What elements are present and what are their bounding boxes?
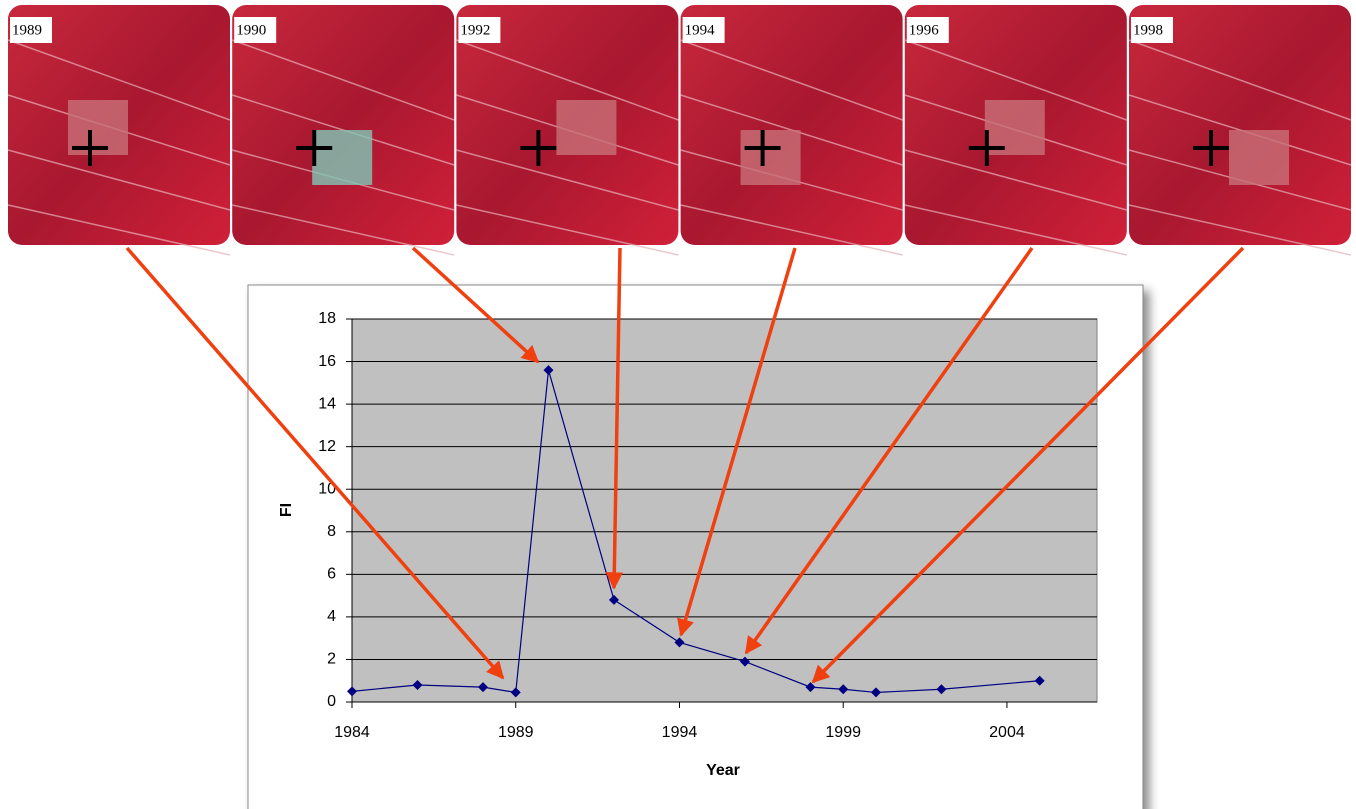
arrow — [811, 246, 1245, 684]
x-tick-label: 1984 — [334, 724, 370, 741]
x-tick-label: 1999 — [825, 724, 861, 741]
field-boundary — [904, 39, 1128, 121]
data-point — [805, 682, 816, 693]
data-point — [347, 686, 357, 697]
x-tick-label: 1994 — [662, 724, 698, 741]
field-boundary — [7, 39, 231, 121]
label-bg — [234, 17, 277, 43]
image-label: 1996 — [909, 22, 940, 38]
data-point — [608, 594, 619, 605]
data-point — [477, 682, 488, 693]
field-patch — [740, 130, 801, 185]
field-boundary — [680, 204, 903, 256]
field-boundary — [456, 149, 679, 211]
data-point — [739, 656, 750, 667]
chart: 0 2 4 6 8 10 12 14 16 18 1984 1989 1994 1999 2004 — [318, 310, 1098, 741]
field-boundary — [231, 39, 455, 121]
field-patch — [68, 100, 128, 155]
y-axis-label: FI — [278, 503, 295, 517]
field-patch — [312, 130, 373, 185]
field-boundary — [7, 149, 231, 211]
y-tick-label: 2 — [327, 651, 336, 668]
y-tick-label: 18 — [318, 310, 336, 327]
satellite-image: 1994 — [680, 5, 903, 256]
field-boundary — [456, 39, 679, 121]
data-point — [1034, 675, 1045, 686]
y-tick-label: 14 — [318, 395, 336, 412]
y-tick-label: 4 — [327, 608, 336, 625]
data-point — [510, 687, 521, 698]
field-boundary — [904, 149, 1127, 211]
crosshair — [1193, 130, 1229, 166]
y-tick-label: 6 — [327, 566, 336, 583]
crosshair — [520, 130, 557, 166]
image-tile — [680, 5, 903, 245]
arrow — [677, 247, 797, 637]
crosshair — [744, 130, 781, 166]
field-boundary — [1128, 204, 1352, 256]
y-tick-label: 10 — [318, 480, 336, 497]
field-patch — [984, 100, 1045, 155]
satellite-image: 1998 — [1128, 5, 1352, 256]
crosshair — [72, 130, 108, 166]
data-point — [838, 684, 849, 695]
image-tile — [232, 5, 455, 245]
x-tick-label: 1989 — [498, 724, 534, 741]
satellite-image: 1992 — [456, 5, 679, 256]
satellite-image: 1989 — [7, 5, 231, 256]
arrows — [125, 246, 1245, 684]
arrow — [605, 247, 624, 590]
y-tick-label: 16 — [318, 353, 336, 370]
image-label: 1998 — [1133, 22, 1163, 38]
x-axis-label: Year — [706, 762, 740, 779]
field-patch — [1229, 130, 1289, 185]
field-boundary — [456, 204, 679, 256]
y-tick-label: 12 — [318, 438, 336, 455]
data-point — [936, 684, 947, 695]
arrow — [411, 246, 540, 364]
field-patch — [556, 100, 617, 155]
arrow — [125, 246, 505, 680]
arrow — [744, 246, 1034, 655]
label-bg — [1131, 17, 1173, 43]
y-tick-label: 8 — [327, 523, 336, 540]
satellite-image: 1996 — [904, 5, 1128, 256]
image-tile — [1129, 5, 1351, 245]
field-boundary — [904, 204, 1127, 256]
image-label: 1992 — [460, 22, 490, 38]
label-bg — [10, 17, 52, 43]
data-point — [412, 679, 423, 690]
crosshair — [968, 130, 1005, 166]
x-tick-label: 2004 — [989, 724, 1025, 741]
crosshair — [296, 130, 333, 166]
data-point — [543, 365, 554, 376]
field-boundary — [680, 39, 903, 121]
y-tick-label: 0 — [327, 693, 336, 710]
satellite-image: 1990 — [231, 5, 455, 256]
image-label: 1989 — [12, 22, 42, 38]
data-point — [870, 687, 881, 698]
data-point — [674, 637, 685, 648]
image-label: 1990 — [236, 22, 266, 38]
plot-area — [351, 318, 1098, 703]
image-strip: 1989 1990 1992 1994 1996 1998 — [7, 5, 1352, 256]
label-bg — [682, 17, 725, 43]
field-boundary — [232, 204, 455, 256]
label-bg — [458, 17, 501, 43]
field-boundary — [7, 204, 231, 256]
label-bg — [906, 17, 949, 43]
field-boundary — [1128, 39, 1352, 121]
image-label: 1994 — [685, 22, 716, 38]
